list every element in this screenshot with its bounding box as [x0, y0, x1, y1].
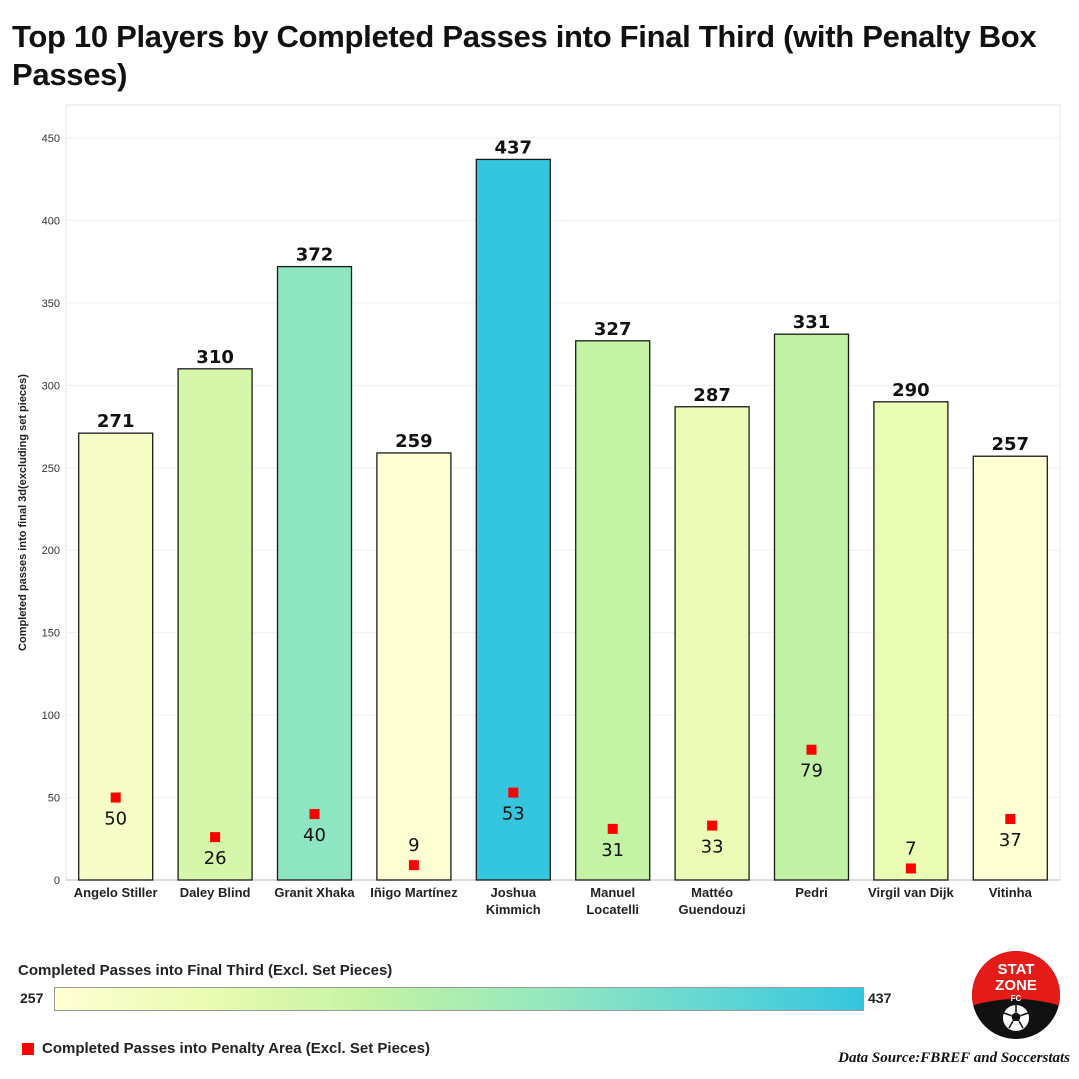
red-square-icon — [22, 1042, 34, 1055]
penalty-area-value-label: 53 — [502, 804, 525, 825]
bar — [972, 455, 1048, 881]
bar — [475, 158, 551, 881]
x-category-label: Iñigo Martínez — [370, 885, 458, 900]
bar — [376, 452, 452, 881]
chart-title: Top 10 Players by Completed Passes into … — [12, 19, 1037, 92]
statzone-logo: STAT ZONE FC — [972, 951, 1060, 1039]
bar — [873, 401, 949, 881]
y-tick-label: 100 — [42, 710, 60, 722]
x-category-label: Angelo Stiller — [74, 885, 158, 900]
bar-value-label: 257 — [992, 434, 1030, 455]
bar-value-label: 372 — [296, 245, 334, 266]
bar — [575, 340, 651, 881]
penalty-area-value-label: 37 — [999, 830, 1022, 851]
bar-chart: 0 50 100 150 200 250 300 350 400 450 Completed pas… — [17, 104, 1061, 917]
y-tick-label: 350 — [42, 298, 60, 310]
logo-text-1: STAT — [998, 961, 1035, 978]
bar — [773, 333, 850, 881]
bar-value-label: 259 — [395, 431, 433, 452]
bar-value-label: 290 — [892, 380, 930, 401]
penalty-area-marker — [309, 809, 320, 820]
bar-value-label: 310 — [196, 347, 234, 368]
penalty-area-value-label: 26 — [204, 848, 227, 869]
bar-value-label: 271 — [97, 411, 135, 432]
penalty-area-value-label: 7 — [905, 838, 916, 859]
x-category-label: Vitinha — [989, 885, 1033, 900]
bar-value-label: 287 — [693, 385, 731, 406]
y-tick-label: 0 — [54, 875, 60, 887]
y-tick-label: 300 — [42, 380, 60, 392]
logo-text-2: ZONE — [995, 977, 1037, 994]
color-legend-max: 437 — [868, 990, 892, 1006]
marker-legend-label: Completed Passes into Penalty Area (Excl… — [42, 1040, 430, 1057]
y-axis-title: Completed passes into final 3d(excluding… — [17, 374, 29, 651]
marker-legend: Completed Passes into Penalty Area (Excl… — [22, 1040, 430, 1057]
x-category-label: Daley Blind — [180, 885, 251, 900]
y-tick-label: 250 — [42, 463, 60, 475]
penalty-area-marker — [806, 744, 817, 755]
penalty-area-marker — [408, 860, 419, 871]
y-tick-label: 400 — [42, 215, 60, 227]
penalty-area-marker — [1005, 813, 1016, 824]
penalty-area-value-label: 50 — [104, 809, 127, 830]
color-legend-gradient — [54, 987, 864, 1011]
bar — [276, 265, 353, 881]
bar — [78, 432, 154, 881]
x-category-label: Guendouzi — [679, 902, 746, 917]
penalty-area-value-label: 9 — [408, 835, 419, 856]
bar — [177, 368, 253, 881]
penalty-area-value-label: 31 — [601, 840, 624, 861]
penalty-area-marker — [905, 863, 916, 874]
penalty-area-marker — [508, 787, 519, 798]
penalty-area-marker — [110, 792, 121, 803]
y-tick-label: 450 — [42, 133, 60, 145]
x-category-label: Virgil van Dijk — [868, 885, 955, 900]
data-source: Data Source:FBREF and Soccerstats — [838, 1050, 1070, 1066]
x-category-label: Locatelli — [586, 902, 639, 917]
penalty-area-marker — [707, 820, 718, 831]
color-legend-min: 257 — [20, 990, 44, 1006]
x-category-label: Joshua — [491, 885, 537, 900]
y-tick-label: 150 — [42, 628, 60, 640]
penalty-area-marker — [607, 823, 618, 834]
penalty-area-value-label: 33 — [701, 837, 724, 858]
x-category-label: Granit Xhaka — [274, 885, 355, 900]
color-legend-title: Completed Passes into Final Third (Excl.… — [18, 962, 393, 979]
x-category-label: Manuel — [590, 885, 635, 900]
x-category-label: Mattéo — [691, 885, 733, 900]
penalty-area-value-label: 79 — [800, 761, 823, 782]
logo-text-3: FC — [1011, 994, 1022, 1003]
bar-value-label: 331 — [793, 312, 831, 333]
x-category-label: Kimmich — [486, 902, 541, 917]
bar-value-label: 437 — [495, 137, 533, 158]
y-tick-label: 200 — [42, 545, 60, 557]
y-tick-label: 50 — [48, 793, 60, 805]
bar-value-label: 327 — [594, 319, 632, 340]
x-category-label: Pedri — [795, 885, 828, 900]
bar — [674, 406, 750, 881]
penalty-area-marker — [210, 832, 221, 843]
penalty-area-value-label: 40 — [303, 825, 326, 846]
